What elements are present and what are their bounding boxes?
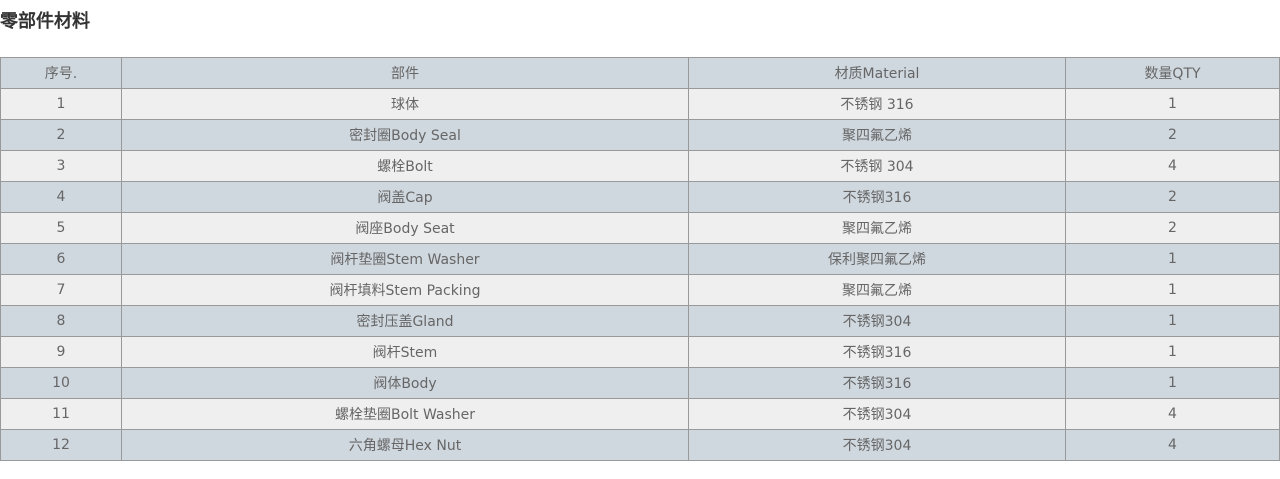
table-row: 5 阀座Body Seat 聚四氟乙烯 2	[0, 212, 1280, 244]
cell-material: 聚四氟乙烯	[688, 212, 1066, 244]
cell-material: 不锈钢316	[688, 181, 1066, 213]
cell-part: 密封圈Body Seal	[121, 119, 689, 151]
cell-material: 不锈钢316	[688, 336, 1066, 368]
cell-material: 保利聚四氟乙烯	[688, 243, 1066, 275]
cell-material: 不锈钢316	[688, 367, 1066, 399]
cell-index: 4	[0, 181, 122, 213]
cell-material: 不锈钢304	[688, 398, 1066, 430]
cell-index: 8	[0, 305, 122, 337]
cell-qty: 1	[1065, 274, 1280, 306]
cell-material: 聚四氟乙烯	[688, 119, 1066, 151]
cell-index: 7	[0, 274, 122, 306]
cell-qty: 2	[1065, 212, 1280, 244]
cell-part: 阀体Body	[121, 367, 689, 399]
header-index: 序号.	[0, 57, 122, 89]
cell-qty: 1	[1065, 243, 1280, 275]
table-row: 12 六角螺母Hex Nut 不锈钢304 4	[0, 429, 1280, 461]
cell-material: 不锈钢304	[688, 305, 1066, 337]
page-title: 零部件材料	[0, 11, 90, 32]
table-header-row: 序号. 部件 材质Material 数量QTY	[0, 57, 1280, 89]
cell-part: 阀座Body Seat	[121, 212, 689, 244]
cell-index: 12	[0, 429, 122, 461]
cell-qty: 4	[1065, 429, 1280, 461]
header-material: 材质Material	[688, 57, 1066, 89]
cell-part: 阀杆填料Stem Packing	[121, 274, 689, 306]
cell-material: 聚四氟乙烯	[688, 274, 1066, 306]
cell-index: 9	[0, 336, 122, 368]
table-row: 4 阀盖Cap 不锈钢316 2	[0, 181, 1280, 213]
cell-index: 5	[0, 212, 122, 244]
cell-qty: 4	[1065, 150, 1280, 182]
cell-index: 6	[0, 243, 122, 275]
cell-index: 11	[0, 398, 122, 430]
table-row: 8 密封压盖Gland 不锈钢304 1	[0, 305, 1280, 337]
cell-qty: 1	[1065, 336, 1280, 368]
cell-part: 六角螺母Hex Nut	[121, 429, 689, 461]
cell-qty: 1	[1065, 367, 1280, 399]
table-row: 10 阀体Body 不锈钢316 1	[0, 367, 1280, 399]
cell-index: 2	[0, 119, 122, 151]
cell-part: 阀杆垫圈Stem Washer	[121, 243, 689, 275]
cell-index: 3	[0, 150, 122, 182]
cell-part: 球体	[121, 88, 689, 120]
cell-material: 不锈钢 316	[688, 88, 1066, 120]
cell-qty: 2	[1065, 181, 1280, 213]
cell-part: 阀盖Cap	[121, 181, 689, 213]
cell-index: 10	[0, 367, 122, 399]
header-part: 部件	[121, 57, 689, 89]
cell-part: 螺栓垫圈Bolt Washer	[121, 398, 689, 430]
table-row: 3 螺栓Bolt 不锈钢 304 4	[0, 150, 1280, 182]
table-row: 9 阀杆Stem 不锈钢316 1	[0, 336, 1280, 368]
cell-qty: 1	[1065, 88, 1280, 120]
cell-material: 不锈钢304	[688, 429, 1066, 461]
table-row: 1 球体 不锈钢 316 1	[0, 88, 1280, 120]
table-row: 11 螺栓垫圈Bolt Washer 不锈钢304 4	[0, 398, 1280, 430]
cell-qty: 1	[1065, 305, 1280, 337]
cell-index: 1	[0, 88, 122, 120]
cell-part: 密封压盖Gland	[121, 305, 689, 337]
cell-part: 阀杆Stem	[121, 336, 689, 368]
table-row: 6 阀杆垫圈Stem Washer 保利聚四氟乙烯 1	[0, 243, 1280, 275]
table-row: 7 阀杆填料Stem Packing 聚四氟乙烯 1	[0, 274, 1280, 306]
cell-material: 不锈钢 304	[688, 150, 1066, 182]
cell-part: 螺栓Bolt	[121, 150, 689, 182]
header-qty: 数量QTY	[1065, 57, 1280, 89]
table-row: 2 密封圈Body Seal 聚四氟乙烯 2	[0, 119, 1280, 151]
cell-qty: 4	[1065, 398, 1280, 430]
cell-qty: 2	[1065, 119, 1280, 151]
parts-materials-table: 序号. 部件 材质Material 数量QTY 1 球体 不锈钢 316 1 2 密封圈B…	[0, 57, 1280, 461]
